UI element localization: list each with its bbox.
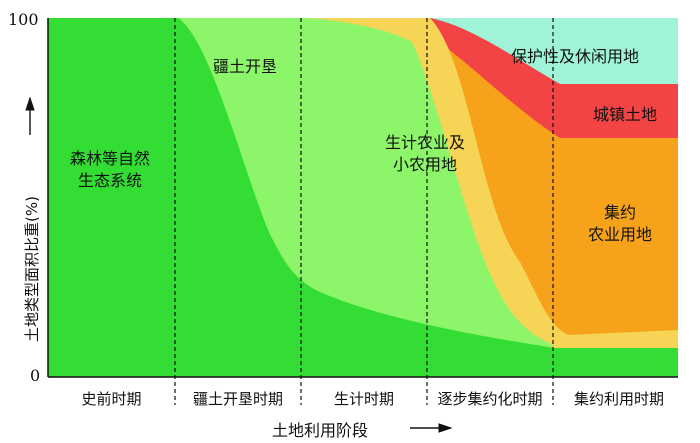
cleared-label: 疆土开垦 <box>212 57 277 76</box>
x-axis-label: 土地利用阶段 <box>272 421 369 440</box>
subsistence-label: 生计农业及 小农用地 <box>384 133 465 174</box>
stage-label: 集约利用时期 <box>573 390 664 408</box>
stage-label: 疆土开垦时期 <box>192 390 283 408</box>
y-tick-0: 0 <box>30 366 41 385</box>
x-axis-arrow <box>410 423 453 433</box>
forest-label: 森林等自然 生态系统 <box>69 149 150 190</box>
forest-area <box>48 18 678 377</box>
recreation-label: 保护性及休闲用地 <box>510 47 639 66</box>
intensive-label: 集约 农业用地 <box>587 203 652 244</box>
stage-label: 逐步集约化时期 <box>437 390 543 408</box>
y-tick-100: 100 <box>8 10 39 29</box>
y-axis-label: 土地类型面积比重(%) <box>23 196 41 342</box>
stage-label: 生计时期 <box>333 390 394 408</box>
stage-label: 史前时期 <box>81 390 142 408</box>
urban-label: 城镇土地 <box>592 105 657 124</box>
y-axis-arrow <box>25 96 35 135</box>
